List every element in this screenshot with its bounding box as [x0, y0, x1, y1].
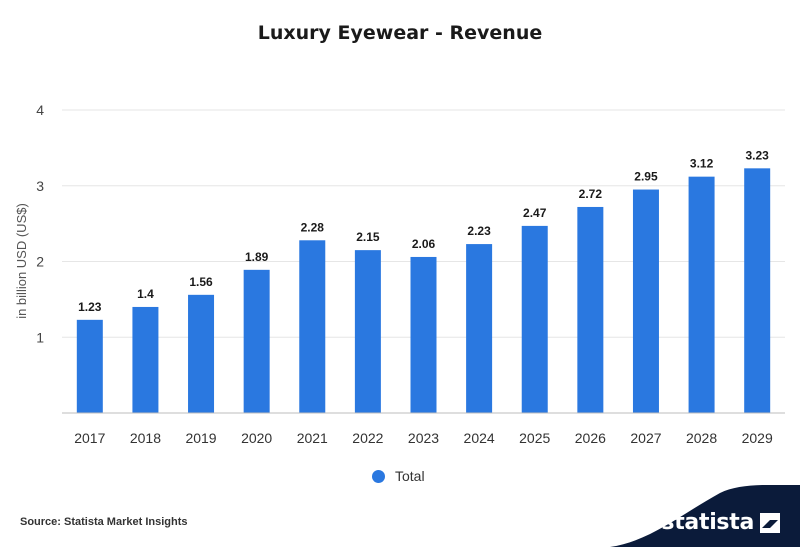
x-tick-label: 2029 — [742, 430, 773, 446]
x-tick-label: 2020 — [241, 430, 272, 446]
bar-2028[interactable] — [688, 176, 715, 413]
bar-2018[interactable] — [132, 306, 159, 413]
y-tick-label: 4 — [36, 102, 44, 118]
bar-2020[interactable] — [243, 269, 270, 413]
x-tick-label: 2028 — [686, 430, 717, 446]
data-label: 2.95 — [634, 170, 658, 184]
statista-logo-icon — [760, 513, 780, 533]
bar-2029[interactable] — [744, 168, 771, 413]
data-label: 2.47 — [523, 206, 547, 220]
legend-label: Total — [395, 468, 425, 484]
x-axis-ticks: 2017 2018 2019 2020 2021 2022 2023 2024 2025 2026… — [74, 430, 773, 446]
data-labels: 1.23 1.4 1.56 1.89 2.28 2.15 2.06 2.23 2.47 2.72 2… — [78, 148, 769, 314]
x-tick-label: 2027 — [630, 430, 661, 446]
bar-2027[interactable] — [632, 189, 659, 413]
brand-name: statista — [661, 510, 754, 535]
data-label: 2.28 — [301, 220, 325, 234]
x-tick-label: 2025 — [519, 430, 550, 446]
x-tick-label: 2021 — [297, 430, 328, 446]
x-tick-label: 2026 — [575, 430, 606, 446]
brand-badge[interactable]: statista — [610, 485, 800, 547]
brand-background — [610, 485, 800, 547]
data-label: 2.23 — [467, 224, 491, 238]
bar-2024[interactable] — [466, 244, 493, 413]
x-tick-label: 2023 — [408, 430, 439, 446]
data-label: 1.89 — [245, 250, 269, 264]
data-label: 3.23 — [746, 148, 770, 162]
bar-2025[interactable] — [521, 225, 548, 413]
legend: Total — [372, 466, 425, 486]
y-axis-ticks: 1 2 3 4 — [36, 102, 44, 345]
bar-2017[interactable] — [76, 319, 103, 413]
data-label: 1.56 — [189, 275, 213, 289]
y-tick-label: 3 — [36, 178, 44, 194]
bar-2021[interactable] — [299, 240, 326, 413]
bar-2022[interactable] — [354, 250, 381, 413]
source-note: Source: Statista Market Insights — [20, 516, 188, 528]
x-tick-label: 2024 — [464, 430, 495, 446]
bar-2026[interactable] — [577, 206, 604, 413]
chart-title: Luxury Eyewear - Revenue — [257, 22, 543, 44]
data-label: 3.12 — [690, 157, 714, 171]
data-label: 2.06 — [412, 237, 436, 251]
y-tick-label: 1 — [36, 329, 44, 345]
y-axis-label: in billion USD (US$) — [14, 203, 29, 319]
bars — [76, 168, 771, 413]
bar-2023[interactable] — [410, 256, 437, 413]
data-label: 2.15 — [356, 230, 380, 244]
data-label: 2.72 — [579, 187, 603, 201]
bar-2019[interactable] — [188, 294, 215, 413]
y-tick-label: 2 — [36, 254, 44, 270]
legend-swatch — [372, 469, 385, 483]
data-label: 1.4 — [137, 287, 154, 301]
x-tick-label: 2022 — [352, 430, 383, 446]
data-label: 1.23 — [78, 300, 102, 314]
x-tick-label: 2018 — [130, 430, 161, 446]
x-tick-label: 2017 — [74, 430, 105, 446]
x-tick-label: 2019 — [185, 430, 216, 446]
